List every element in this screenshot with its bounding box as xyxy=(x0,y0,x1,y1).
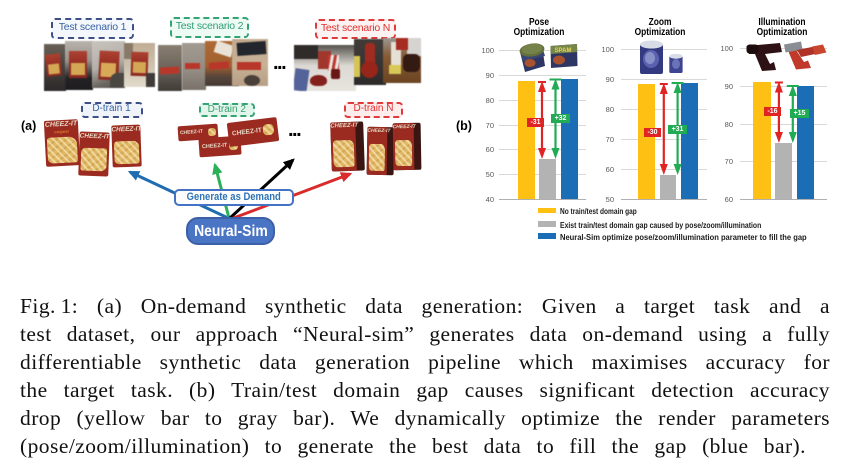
svg-text:SPAM: SPAM xyxy=(555,48,572,54)
